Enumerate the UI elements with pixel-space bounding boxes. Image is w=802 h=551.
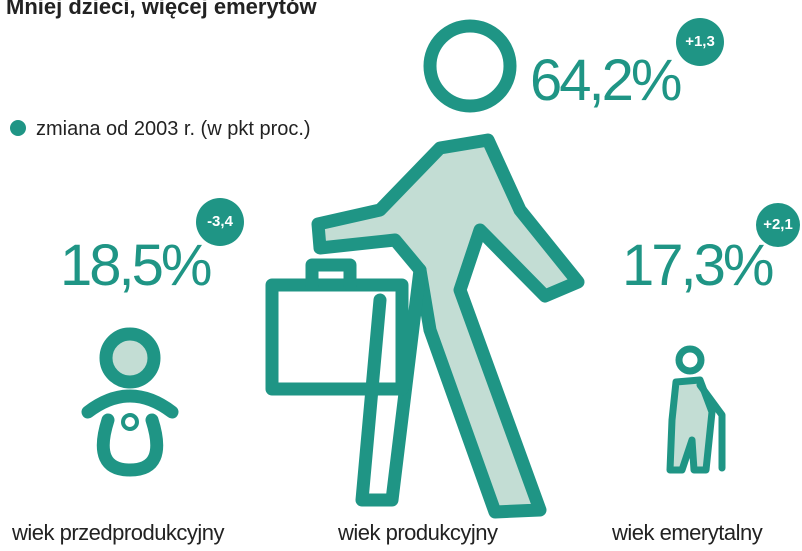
value: 64,2% xyxy=(530,48,681,113)
baby-icon xyxy=(88,334,172,470)
change: +1,3 xyxy=(685,33,715,50)
group-label: wiek przedprodukcyjny xyxy=(11,520,225,545)
legend-text: zmiana od 2003 r. (w pkt proc.) xyxy=(36,118,311,140)
infographic: Mniej dzieci, więcej emerytów zmiana od … xyxy=(0,0,802,551)
legend-dot xyxy=(10,120,26,136)
value: 18,5% xyxy=(60,233,211,298)
value: 17,3% xyxy=(622,233,773,298)
group-label: wiek produkcyjny xyxy=(337,520,498,545)
title: Mniej dzieci, więcej emerytów xyxy=(6,0,317,19)
elderly-icon xyxy=(670,349,722,470)
group-label: wiek emerytalny xyxy=(611,520,763,545)
change: -3,4 xyxy=(207,213,234,230)
change: +2,1 xyxy=(763,216,793,233)
